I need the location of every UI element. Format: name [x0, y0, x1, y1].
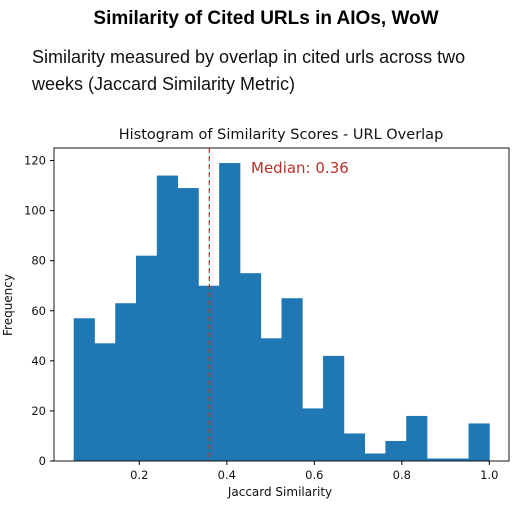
plot-frame	[53, 147, 510, 462]
x-axis: 0.2 0.4 0.6 0.8 1.0	[130, 461, 498, 482]
page-title: Similarity of Cited URLs in AIOs, WoW	[93, 8, 439, 29]
histogram-bar	[364, 453, 386, 461]
histogram-bar	[156, 175, 178, 461]
y-tick-label: 80	[31, 254, 46, 268]
histogram-bar	[468, 423, 490, 461]
median-annotation: Median: 0.36	[251, 159, 349, 177]
histogram-bar	[343, 433, 366, 461]
y-tick-label: 0	[39, 454, 46, 468]
x-tick-label: 0.2	[130, 468, 148, 482]
histogram-bar	[136, 255, 158, 461]
y-axis-label: Frequency	[1, 274, 15, 336]
y-tick-label: 100	[24, 204, 46, 218]
histogram-bar	[115, 303, 137, 461]
histogram-bar	[406, 415, 428, 461]
x-tick-label: 1.0	[480, 468, 498, 482]
histogram-bar	[447, 458, 469, 461]
histogram-bar	[323, 355, 345, 461]
histogram-bar	[73, 318, 95, 461]
histogram-bar	[385, 440, 407, 461]
histogram-bar	[260, 338, 282, 461]
y-tick-label: 20	[31, 404, 46, 418]
histogram-bar	[426, 458, 449, 461]
x-axis-label: Jaccard Similarity	[227, 485, 332, 499]
y-tick-label: 40	[31, 354, 46, 368]
x-tick-label: 0.4	[218, 468, 236, 482]
histogram-bar	[239, 273, 262, 461]
histogram-bar	[177, 188, 199, 461]
y-tick-label: 120	[24, 154, 46, 168]
histogram-bar	[281, 298, 303, 461]
bars-group	[73, 163, 490, 462]
x-tick-label: 0.6	[305, 468, 323, 482]
histogram-bar	[302, 408, 324, 461]
x-tick-label: 0.8	[393, 468, 411, 482]
page-subtitle: Similarity measured by overlap in cited …	[32, 47, 466, 94]
y-axis: 0 20 40 60 80 100 120	[24, 154, 54, 468]
histogram-bar	[219, 163, 241, 462]
y-tick-label: 60	[31, 304, 46, 318]
chart-title: Histogram of Similarity Scores - URL Ove…	[119, 127, 444, 143]
histogram-bar	[94, 343, 116, 461]
